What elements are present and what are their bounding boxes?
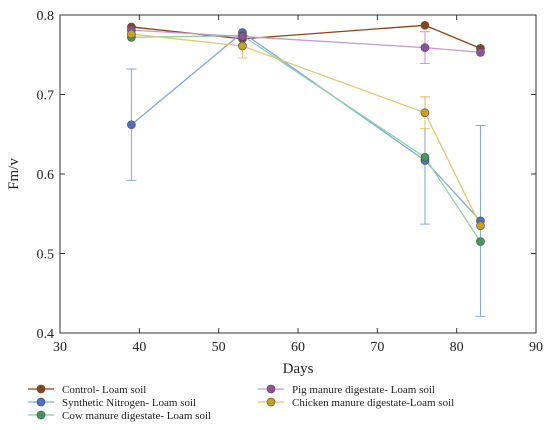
series-line-1 <box>130 31 481 222</box>
legend-label: Control- Loam soil <box>62 384 146 396</box>
legend-label: Pig manure digestate- Loam soil <box>292 384 435 396</box>
legend-swatch-marker <box>266 384 276 394</box>
ticks-layer: 30 40 50 60 70 80 90 0.4 0.5 0.6 0.7 0.8 <box>37 9 544 355</box>
data-point <box>420 20 430 30</box>
x-tick-label: 30 <box>53 340 67 355</box>
x-tick-label: 60 <box>291 340 305 355</box>
legend-label: Cow manure digestate- Loam soil <box>62 410 211 422</box>
data-point <box>420 152 430 162</box>
legend-swatch-marker <box>266 397 276 407</box>
data-point <box>127 29 136 39</box>
data-point <box>238 32 247 41</box>
marker-layer <box>127 20 485 246</box>
y-tick-label: 0.6 <box>37 168 55 183</box>
x-tick-label: 90 <box>529 340 543 355</box>
legend-label: Synthetic Nitrogen- Loam soil <box>62 397 196 409</box>
legend-swatch-marker <box>36 410 46 420</box>
y-axis-title: Fm/v <box>6 158 22 190</box>
x-axis-title: Days <box>283 361 314 377</box>
legend-swatch-marker <box>36 384 46 394</box>
legend-swatch-marker <box>36 397 46 407</box>
y-tick-label: 0.8 <box>37 9 55 24</box>
y-tick-label: 0.4 <box>37 327 55 342</box>
series-line-2 <box>131 35 482 242</box>
y-tick-label: 0.5 <box>37 248 55 263</box>
y-tick-label: 0.7 <box>37 89 55 104</box>
series-line-4 <box>131 33 482 226</box>
x-tick-label: 50 <box>212 340 226 355</box>
data-point <box>127 120 136 130</box>
series-line-3 <box>131 29 481 54</box>
legend-label: Chicken manure digestate-Loam soil <box>292 397 454 409</box>
data-point <box>476 237 485 246</box>
data-point <box>238 41 247 51</box>
x-tick-label: 80 <box>450 340 464 355</box>
x-tick-label: 40 <box>132 340 146 355</box>
errorbar-layer <box>126 31 486 317</box>
x-tick-label: 70 <box>370 340 384 355</box>
data-point <box>476 221 485 231</box>
data-point <box>420 43 430 52</box>
data-point <box>476 48 485 57</box>
data-point <box>420 108 430 118</box>
line-layer <box>130 24 482 242</box>
